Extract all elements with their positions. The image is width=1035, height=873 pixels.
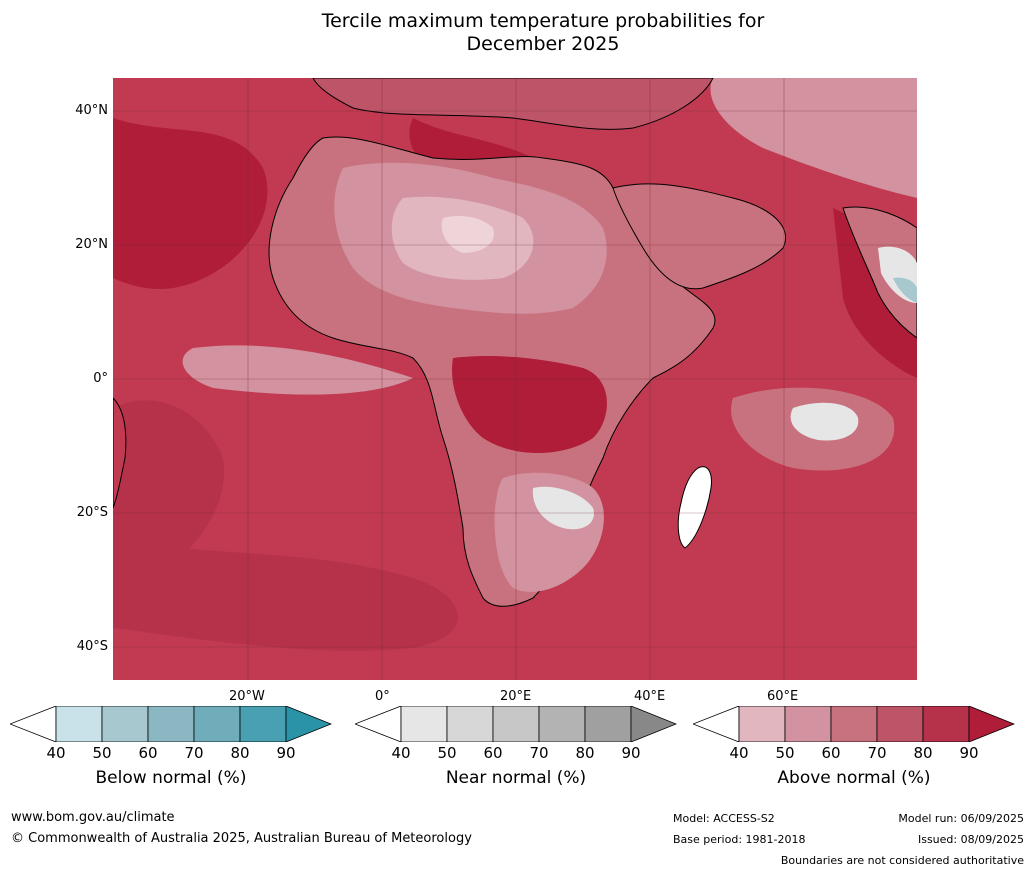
tick-label: 80 — [575, 744, 595, 762]
tick-label: 80 — [913, 744, 933, 762]
title-line-1: Tercile maximum temperature probabilitie… — [321, 10, 765, 32]
colorbar-segment — [101, 706, 149, 742]
tick-label: 60 — [821, 744, 841, 762]
footer-base-period: Base period: 1981-2018 — [673, 833, 806, 846]
footer-model-run: Model run: 06/09/2025 — [898, 812, 1024, 825]
map-title: Tercile maximum temperature probabilitie… — [0, 10, 1035, 56]
near-normal-title: Near normal (%) — [445, 768, 587, 788]
probability-map — [113, 78, 917, 680]
colorbar-segment — [147, 706, 195, 742]
lat-label-40n: 40°N — [75, 103, 108, 118]
tick-label: 60 — [138, 744, 158, 762]
lat-label-20n: 20°N — [75, 237, 108, 252]
colorbar-segment — [738, 706, 786, 742]
tick-label: 80 — [230, 744, 250, 762]
footer-model: Model: ACCESS-S2 — [673, 812, 775, 825]
colorbar-segment — [630, 706, 677, 742]
tick-label: 40 — [729, 744, 749, 762]
footer-url: www.bom.gov.au/climate — [11, 810, 175, 825]
india-landmass — [842, 206, 917, 339]
above-normal-title: Above normal (%) — [777, 768, 931, 788]
tick-label: 70 — [867, 744, 887, 762]
tick-label: 70 — [184, 744, 204, 762]
graticule — [113, 78, 917, 680]
near-normal-zone — [532, 486, 594, 530]
colorbar-segment — [968, 706, 1015, 742]
tick-label: 60 — [483, 744, 503, 762]
moderate-prob-zone — [182, 345, 413, 395]
lon-label-40e: 40°E — [634, 689, 666, 704]
india-below-normal-zone — [893, 277, 917, 303]
lon-label-60e: 60°E — [767, 689, 799, 704]
moderate-prob-zone — [710, 78, 917, 198]
lon-label-20e: 20°E — [500, 689, 532, 704]
below-normal-colorbar — [10, 706, 332, 742]
colorbar-segment — [55, 706, 103, 742]
tick-label: 90 — [959, 744, 979, 762]
colorbar-segment — [355, 706, 402, 742]
central-africa-zone — [452, 356, 607, 453]
madagascar — [677, 466, 712, 549]
map-canvas — [113, 78, 917, 680]
colorbar-segment — [193, 706, 241, 742]
near-normal-colorbar — [355, 706, 677, 742]
sahara-peak-zone — [441, 216, 494, 253]
indian-ocean-near-normal-zone — [790, 402, 859, 441]
colorbar-segment — [784, 706, 832, 742]
tick-label: 40 — [391, 744, 411, 762]
footer-disclaimer: Boundaries are not considered authoritat… — [780, 854, 1024, 867]
tick-label: 40 — [46, 744, 66, 762]
colorbar-segment — [584, 706, 632, 742]
colorbar-segment — [876, 706, 924, 742]
arabian-peninsula — [612, 183, 786, 290]
below-normal-title: Below normal (%) — [95, 768, 247, 788]
colorbar-segment — [830, 706, 878, 742]
tick-label: 50 — [92, 744, 112, 762]
high-prob-zone — [113, 118, 268, 290]
above-normal-colorbar — [693, 706, 1015, 742]
tick-label: 70 — [529, 744, 549, 762]
tick-label: 90 — [621, 744, 641, 762]
tick-label: 90 — [276, 744, 296, 762]
tick-label: 50 — [775, 744, 795, 762]
colorbar-segment — [285, 706, 332, 742]
colorbar-segment — [538, 706, 586, 742]
high-prob-zone — [113, 538, 458, 651]
colorbar-segment — [446, 706, 494, 742]
lat-label-20s: 20°S — [76, 505, 108, 520]
colorbar-segment — [239, 706, 287, 742]
footer-copyright: © Commonwealth of Australia 2025, Austra… — [11, 831, 472, 846]
south-america-edge — [113, 397, 127, 509]
lon-label-20w: 20°W — [229, 689, 265, 704]
colorbar-segment — [693, 706, 740, 742]
colorbar-segment — [492, 706, 540, 742]
lon-label-0: 0° — [375, 689, 390, 704]
colorbar-segment — [10, 706, 57, 742]
title-line-2: December 2025 — [466, 33, 620, 55]
lat-label-0: 0° — [93, 371, 108, 386]
tick-label: 50 — [437, 744, 457, 762]
footer-issued: Issued: 08/09/2025 — [917, 833, 1024, 846]
europe-landmass — [312, 78, 714, 130]
colorbar-segment — [400, 706, 448, 742]
colorbar-segment — [922, 706, 970, 742]
lat-label-40s: 40°S — [76, 639, 108, 654]
